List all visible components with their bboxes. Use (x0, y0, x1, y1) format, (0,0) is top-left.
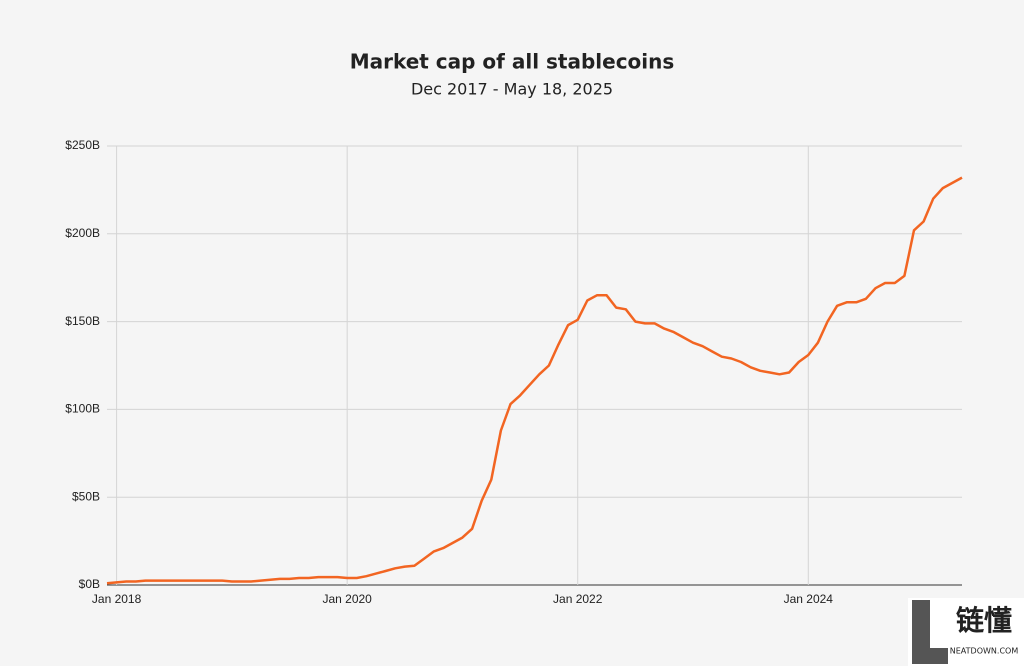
chart-subtitle: Dec 2017 - May 18, 2025 (411, 80, 613, 99)
watermark-logo (912, 600, 948, 664)
y-tick-label: $150B (65, 314, 100, 328)
y-tick-label: $200B (65, 226, 100, 240)
y-tick-label: $50B (72, 489, 100, 503)
x-tick-label: Jan 2020 (322, 592, 372, 606)
watermark-text: 链懂 (956, 604, 1012, 637)
watermark-subtext: NEATDOWN.COM (950, 647, 1019, 656)
y-tick-label: $100B (65, 402, 100, 416)
y-tick-label: $250B (65, 138, 100, 152)
x-tick-label: Jan 2022 (553, 592, 603, 606)
y-tick-label: $0B (79, 577, 100, 591)
series-line (106, 176, 963, 585)
x-tick-label: Jan 2024 (784, 592, 834, 606)
watermark: 链懂 NEATDOWN.COM (908, 598, 1024, 666)
x-tick-label: Jan 2018 (92, 592, 142, 606)
chart-title: Market cap of all stablecoins (350, 50, 675, 74)
